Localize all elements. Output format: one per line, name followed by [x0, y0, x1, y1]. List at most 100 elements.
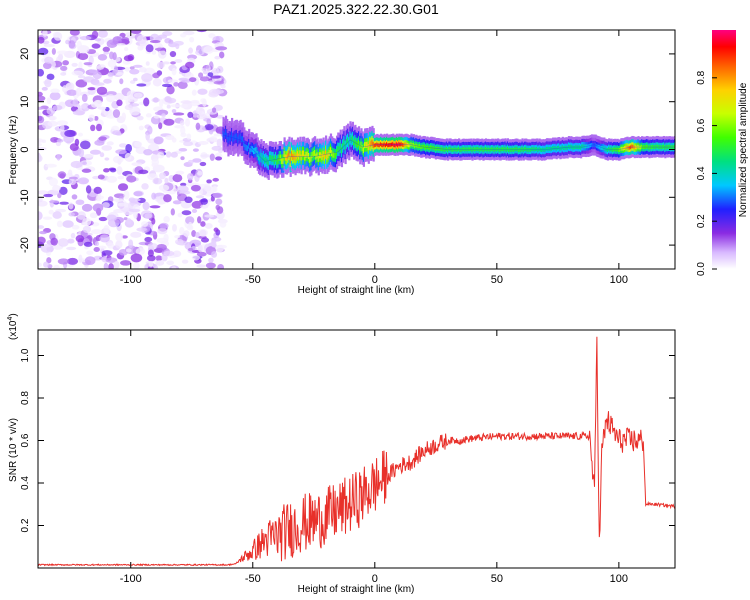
noise-blob: [215, 198, 223, 205]
ridge-cell: [453, 147, 456, 152]
noise-blob: [75, 79, 88, 88]
ridge-cell: [460, 148, 463, 152]
ridge-cell: [229, 135, 233, 142]
noise-blob: [198, 72, 204, 78]
noise-blob: [172, 200, 182, 205]
noise-blob: [119, 78, 124, 85]
ridge-cell: [591, 142, 594, 147]
noise-blob: [178, 147, 188, 152]
x-tick-label: -50: [245, 274, 261, 286]
ridge-cell: [577, 145, 580, 150]
ridge-cell: [429, 145, 433, 150]
noise-blob: [190, 184, 201, 192]
ridge-cell: [395, 142, 398, 147]
noise-blob: [165, 151, 172, 158]
noise-blob: [59, 201, 69, 205]
ridge-cell: [323, 154, 326, 161]
ridge-cell: [633, 145, 636, 150]
ridge-cell: [388, 143, 391, 147]
noise-blob: [144, 236, 153, 243]
ridge-cell: [322, 151, 325, 158]
ridge-cell: [320, 152, 323, 159]
noise-blob: [43, 193, 54, 198]
noise-blob: [133, 64, 143, 68]
ridge-cell: [401, 142, 405, 147]
ridge-cell: [609, 147, 612, 152]
noise-blob: [50, 237, 59, 246]
ridge-cell: [549, 146, 552, 151]
ridge-cell: [376, 142, 379, 147]
noise-blob: [136, 115, 144, 121]
ridge-cell: [410, 142, 413, 146]
noise-blob: [186, 133, 192, 140]
noise-blob: [199, 76, 210, 82]
noise-blob: [83, 76, 95, 83]
ridge-cell: [245, 144, 248, 151]
noise-blob: [83, 241, 93, 247]
noise-blob: [90, 229, 103, 235]
colorbar-tick-label: 0.0: [696, 262, 707, 276]
noise-blob: [137, 45, 144, 51]
noise-blob: [128, 197, 136, 203]
noise-blob: [53, 264, 60, 269]
ridge-cell: [251, 146, 254, 153]
noise-blob: [66, 246, 77, 251]
noise-blob: [138, 169, 149, 175]
ridge-cell: [658, 145, 661, 149]
noise-blob: [124, 47, 129, 52]
ridge-cell: [295, 153, 298, 160]
noise-blob: [145, 132, 150, 141]
noise-blob: [62, 60, 70, 66]
ridge-cell: [405, 142, 408, 147]
noise-blob: [99, 234, 110, 243]
noise-blob: [97, 106, 107, 110]
noise-blob: [80, 104, 87, 109]
colorbar-tick-label: 0.2: [696, 214, 707, 228]
ridge-cell: [272, 155, 275, 162]
ridge-cell: [277, 157, 280, 164]
ridge-cell: [250, 145, 253, 152]
ridge-cell: [665, 144, 668, 149]
noise-blob: [163, 215, 170, 223]
noise-blob: [42, 40, 50, 45]
noise-blob: [185, 216, 195, 225]
ridge-cell: [531, 147, 534, 152]
ridge-cell: [332, 151, 335, 158]
noise-blob: [136, 83, 147, 87]
x-tick-label: 50: [491, 274, 503, 286]
noise-blob: [203, 65, 210, 69]
ridge-cell: [426, 145, 429, 149]
noise-blob: [70, 232, 76, 239]
noise-blob: [76, 40, 82, 50]
noise-blob: [113, 65, 119, 74]
ridge-cell: [476, 147, 479, 151]
ridge-cell: [526, 147, 529, 152]
noise-blob: [212, 177, 219, 182]
noise-blob: [85, 185, 92, 194]
noise-blob: [183, 141, 194, 147]
noise-blob: [124, 67, 130, 72]
noise-blob: [173, 82, 179, 87]
ridge-cell: [561, 145, 564, 150]
noise-blob: [217, 264, 225, 269]
noise-blob: [126, 175, 137, 183]
noise-blob: [181, 210, 192, 216]
ridge-cell: [465, 147, 468, 152]
noise-blob: [187, 111, 194, 119]
ridge-cell: [434, 147, 438, 151]
noise-blob: [46, 73, 55, 81]
ridge-cell: [400, 142, 403, 147]
noise-blob: [159, 172, 166, 180]
noise-blob: [93, 82, 105, 86]
ridge-cell: [246, 145, 250, 152]
noise-blob: [57, 171, 67, 179]
noise-blob: [52, 185, 61, 192]
noise-blob: [45, 163, 57, 168]
noise-blob: [148, 260, 154, 268]
ridge-cell: [357, 139, 361, 147]
ridge-cell: [394, 143, 397, 148]
noise-blob: [172, 250, 182, 258]
ridge-cell: [462, 147, 466, 152]
ridge-cell: [274, 155, 278, 162]
noise-blob: [106, 39, 118, 48]
